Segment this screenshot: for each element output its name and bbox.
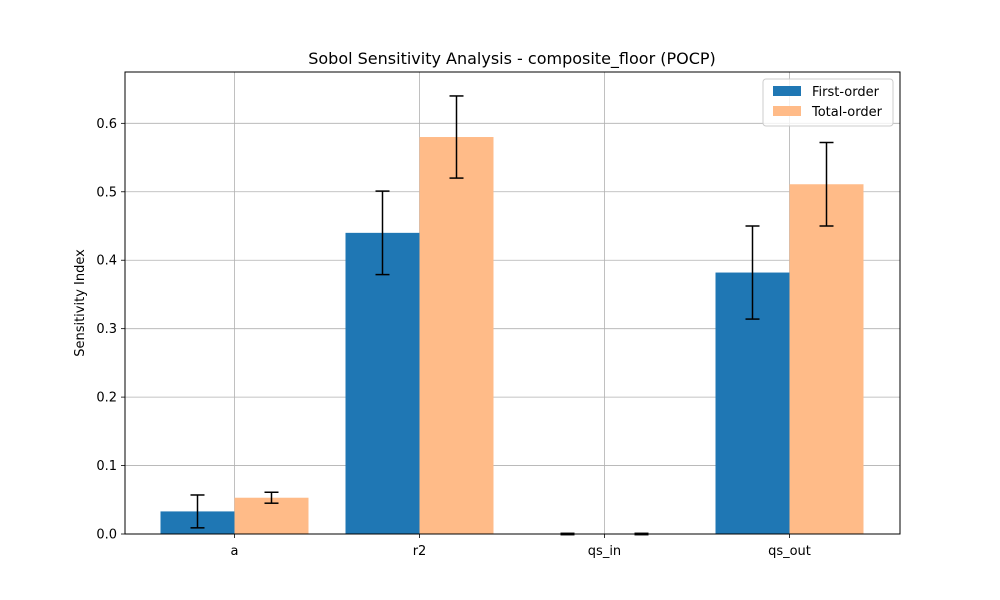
- error-bar: [190, 494, 205, 529]
- grid-lines: [125, 72, 900, 535]
- bar-total-order-qs-out: [789, 184, 864, 534]
- error-bar: [264, 491, 279, 504]
- y-tick-label: 0.3: [96, 322, 117, 337]
- legend: First-order Total-order: [762, 78, 894, 127]
- legend-swatch-total-order: [773, 106, 801, 116]
- y-axis-label: Sensitivity Index: [73, 249, 88, 357]
- bar-first-order-r2: [345, 232, 420, 534]
- y-tick-label: 0.4: [96, 254, 117, 269]
- error-bar: [375, 190, 390, 276]
- error-bars: [190, 95, 834, 536]
- error-bar: [819, 141, 834, 227]
- y-tick-label: 0.6: [96, 117, 117, 132]
- x-tick-label: qs_out: [768, 544, 811, 559]
- legend-label-total-order: Total-order: [811, 105, 883, 120]
- x-axis-ticks: a r2 qs_in qs_out: [231, 534, 811, 559]
- chart-title: Sobol Sensitivity Analysis - composite_f…: [308, 49, 716, 69]
- y-tick-label: 0.0: [96, 528, 117, 543]
- legend-label-first-order: First-order: [812, 85, 880, 100]
- y-tick-label: 0.5: [96, 185, 117, 200]
- bars: [160, 137, 864, 534]
- x-tick-label: r2: [413, 544, 427, 559]
- x-tick-label: a: [231, 544, 239, 559]
- y-axis-ticks: 0.0 0.1 0.2 0.3 0.4 0.5 0.6: [96, 117, 125, 543]
- error-bar: [449, 95, 464, 179]
- legend-swatch-first-order: [773, 86, 801, 96]
- plot-frame: [124, 71, 901, 535]
- error-bar: [745, 225, 760, 320]
- bar-total-order-r2: [419, 137, 494, 534]
- x-tick-label: qs_in: [588, 544, 621, 559]
- y-tick-label: 0.2: [96, 391, 117, 406]
- y-tick-label: 0.1: [96, 459, 117, 474]
